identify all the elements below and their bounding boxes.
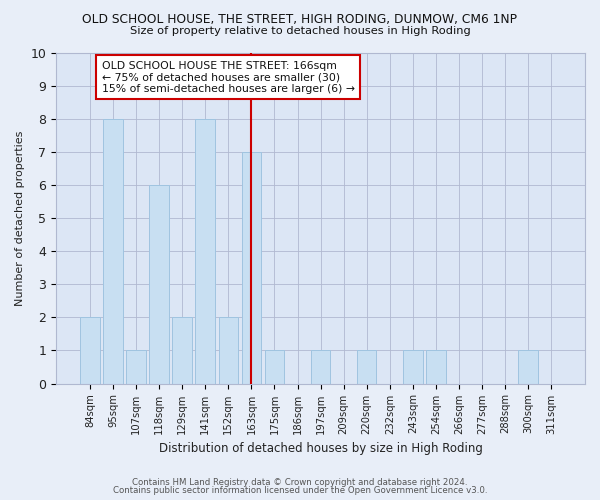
Text: OLD SCHOOL HOUSE THE STREET: 166sqm
← 75% of detached houses are smaller (30)
15: OLD SCHOOL HOUSE THE STREET: 166sqm ← 75… (101, 61, 355, 94)
X-axis label: Distribution of detached houses by size in High Roding: Distribution of detached houses by size … (158, 442, 482, 455)
Bar (426, 350, 446, 384)
Bar (80, 318, 100, 384)
Bar (196, 118, 215, 384)
Bar (357, 350, 376, 384)
Bar (218, 318, 238, 384)
Bar (172, 318, 192, 384)
Bar (518, 350, 538, 384)
Y-axis label: Number of detached properties: Number of detached properties (15, 130, 25, 306)
Bar (127, 350, 146, 384)
Text: OLD SCHOOL HOUSE, THE STREET, HIGH RODING, DUNMOW, CM6 1NP: OLD SCHOOL HOUSE, THE STREET, HIGH RODIN… (83, 12, 517, 26)
Text: Contains public sector information licensed under the Open Government Licence v3: Contains public sector information licen… (113, 486, 487, 495)
Bar (242, 152, 261, 384)
Bar (265, 350, 284, 384)
Bar (103, 118, 123, 384)
Bar (311, 350, 331, 384)
Text: Contains HM Land Registry data © Crown copyright and database right 2024.: Contains HM Land Registry data © Crown c… (132, 478, 468, 487)
Text: Size of property relative to detached houses in High Roding: Size of property relative to detached ho… (130, 26, 470, 36)
Bar (149, 185, 169, 384)
Bar (403, 350, 422, 384)
